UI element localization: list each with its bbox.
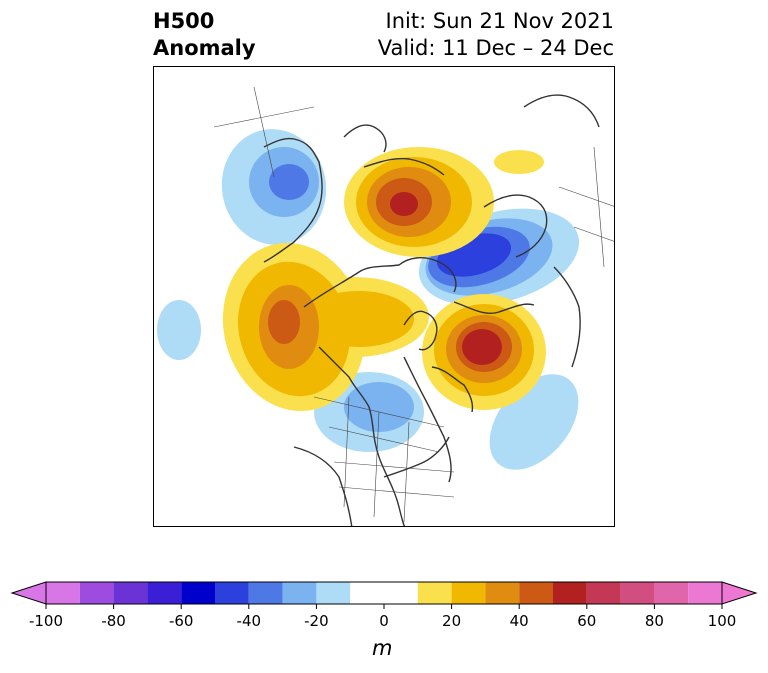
colorbar-bin	[147, 582, 182, 604]
anomaly-map	[153, 66, 615, 527]
colorbar-bin	[316, 582, 351, 604]
colorbar-bin	[46, 582, 80, 604]
colorbar-tick-label: 40	[510, 612, 529, 630]
colorbar-tick-label: -20	[304, 612, 329, 630]
colorbar-bin	[248, 582, 283, 604]
colorbar-bin	[620, 582, 655, 604]
colorbar-bin	[215, 582, 249, 604]
colorbar-bin	[451, 582, 486, 604]
colorbar-bin	[79, 582, 114, 604]
colorbar-bin	[654, 582, 689, 604]
colorbar-bin	[586, 582, 621, 604]
positive-anomaly-north-pacific	[222, 242, 429, 412]
variable-type: Anomaly	[153, 36, 256, 60]
colorbar-tick-label: 100	[708, 612, 737, 630]
colorbar-bin	[417, 582, 452, 604]
colorbar: -100 -80 -60 -40 -20 0 20 40 60 80 100	[10, 581, 758, 630]
chart-title-block: H500 Anomaly	[153, 8, 256, 62]
colorbar-segments	[10, 581, 758, 605]
map-canvas	[157, 86, 614, 526]
colorbar-tick-label: -80	[101, 612, 126, 630]
colorbar-bin	[113, 582, 148, 604]
positive-anomaly-greenland	[422, 294, 546, 410]
colorbar-tick-label: 20	[442, 612, 461, 630]
colorbar-bin	[519, 582, 553, 604]
colorbar-bin	[688, 582, 722, 604]
colorbar-extend-high	[721, 581, 758, 605]
colorbar-tick-label: 80	[645, 612, 664, 630]
colorbar-tick-label: 60	[577, 612, 596, 630]
positive-anomaly-arctic	[344, 147, 544, 257]
valid-range: Valid: 11 Dec – 24 Dec	[377, 36, 614, 60]
colorbar-bin	[181, 582, 215, 604]
colorbar-tick-label: -100	[29, 612, 63, 630]
colorbar-tick-label: 0	[379, 612, 389, 630]
init-date: Init: Sun 21 Nov 2021	[385, 9, 614, 33]
colorbar-bin	[485, 582, 520, 604]
colorbar-extend-low	[10, 581, 47, 605]
colorbar-tick-label: -40	[237, 612, 262, 630]
colorbar-unit-label: m	[372, 636, 393, 660]
colorbar-tick-label: -60	[169, 612, 194, 630]
colorbar-ticks: -100 -80 -60 -40 -20 0 20 40 60 80 100	[29, 604, 736, 630]
borders	[213, 86, 614, 523]
date-info-block: Init: Sun 21 Nov 2021 Valid: 11 Dec – 24…	[378, 8, 614, 62]
colorbar-bin	[282, 582, 317, 604]
coastlines	[263, 94, 600, 526]
variable-name: H500	[153, 9, 215, 33]
colorbar-bin	[553, 582, 587, 604]
negative-anomaly-pacific-west	[157, 300, 201, 360]
colorbar-bin	[350, 582, 418, 604]
negative-anomaly-west-siberia	[221, 129, 327, 245]
